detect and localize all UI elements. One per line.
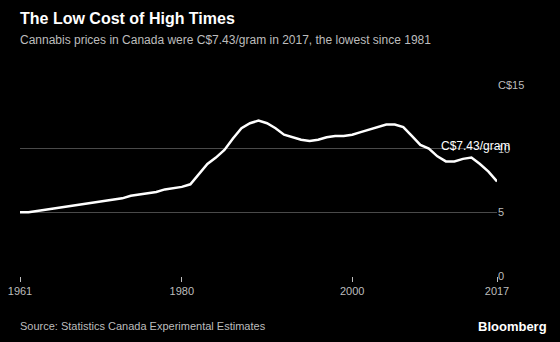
svg-text:5: 5 — [498, 206, 504, 218]
svg-text:Bloomberg: Bloomberg — [478, 319, 547, 334]
svg-text:Cannabis prices in Canada were: Cannabis prices in Canada were C$7.43/gr… — [20, 33, 431, 47]
svg-text:10: 10 — [498, 143, 510, 155]
svg-text:1980: 1980 — [170, 285, 194, 297]
svg-text:0: 0 — [498, 270, 504, 282]
svg-text:C$7.43/gram: C$7.43/gram — [441, 139, 510, 153]
svg-text:1961: 1961 — [8, 285, 32, 297]
svg-text:2017: 2017 — [485, 285, 509, 297]
svg-text:Source: Statistics Canada Expe: Source: Statistics Canada Experimental E… — [20, 320, 266, 332]
svg-text:The Low Cost of High Times: The Low Cost of High Times — [20, 10, 235, 27]
svg-text:C$15: C$15 — [498, 79, 524, 91]
svg-text:2000: 2000 — [340, 285, 364, 297]
